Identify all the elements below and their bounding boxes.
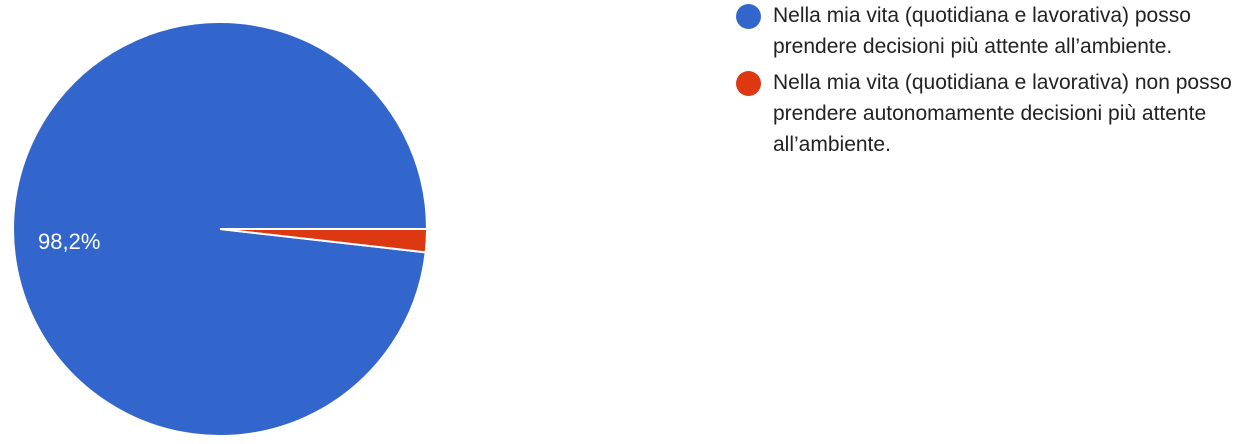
- legend-marker-1: [736, 71, 761, 96]
- pie-slice-1[interactable]: [219, 228, 429, 254]
- legend-item-1[interactable]: Nella mia vita (quotidiana e lavorativa)…: [736, 67, 1248, 160]
- legend-item-0[interactable]: Nella mia vita (quotidiana e lavorativa)…: [736, 0, 1248, 62]
- legend-marker-0: [736, 4, 761, 29]
- legend-label-1: Nella mia vita (quotidiana e lavorativa)…: [773, 71, 1232, 156]
- pie-slice-label-0: 98,2%: [38, 229, 100, 254]
- pie-labels: 98,2%: [38, 229, 100, 254]
- pie-slices: [12, 21, 429, 437]
- legend-label-0: Nella mia vita (quotidiana e lavorativa)…: [773, 4, 1191, 58]
- legend: Nella mia vita (quotidiana e lavorativa)…: [736, 0, 1248, 165]
